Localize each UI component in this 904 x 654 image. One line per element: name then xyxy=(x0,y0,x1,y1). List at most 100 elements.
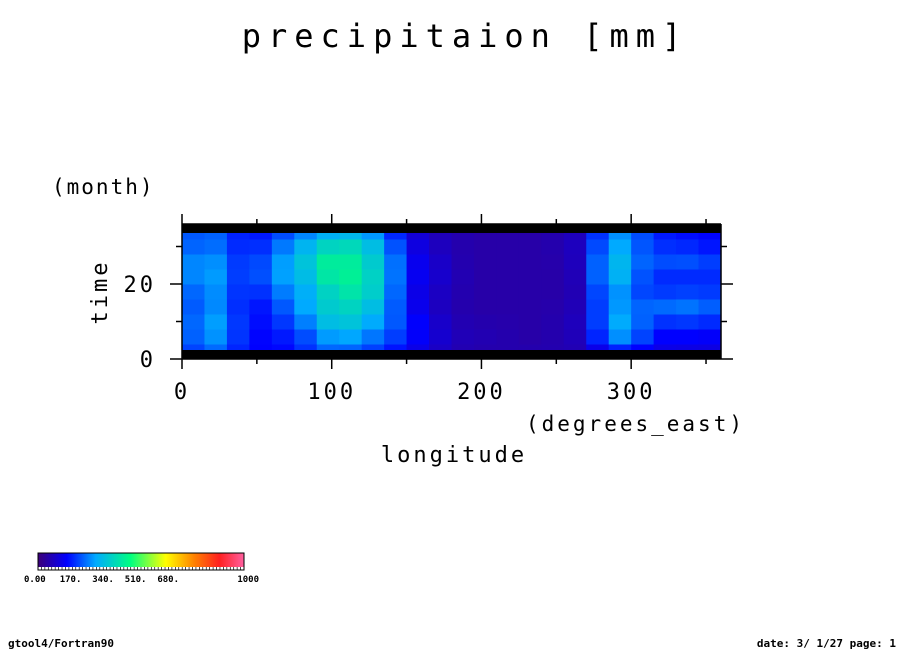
footer-right: date: 3/ 1/27 page: 1 xyxy=(757,637,896,650)
heatmap-cell xyxy=(271,254,295,270)
heatmap-cell xyxy=(518,239,542,255)
chart-title: precipitaion [mm] xyxy=(242,17,689,55)
heatmap-cell xyxy=(294,239,318,255)
heatmap-cell xyxy=(698,284,722,300)
heatmap-cell xyxy=(518,299,542,315)
heatmap-cell xyxy=(608,329,632,345)
heatmap-cell xyxy=(226,254,250,270)
heatmap-cell xyxy=(563,254,587,270)
heatmap-cell xyxy=(249,269,273,285)
heatmap-cell xyxy=(384,254,408,270)
heatmap-cell xyxy=(586,269,610,285)
heatmap-cell xyxy=(653,239,677,255)
heatmap-cell xyxy=(271,314,295,330)
heatmap-cell xyxy=(182,299,205,315)
heatmap-cell xyxy=(316,269,340,285)
heatmap-cell xyxy=(384,269,408,285)
heatmap-cell xyxy=(496,284,520,300)
heatmap-cell xyxy=(541,239,565,255)
axes xyxy=(170,214,733,369)
heatmap-cell xyxy=(182,329,205,345)
heatmap-cell xyxy=(249,284,273,300)
colorbar-minor-ticks xyxy=(37,567,245,570)
heatmap-cell xyxy=(406,239,430,255)
heatmap-cell xyxy=(631,284,655,300)
heatmap-cell xyxy=(608,284,632,300)
heatmap-cell xyxy=(473,314,497,330)
heatmap-cell xyxy=(518,254,542,270)
heatmap-cell xyxy=(451,299,475,315)
heatmap-cell xyxy=(631,329,655,345)
heatmap-cell xyxy=(339,284,363,300)
heatmap-cell xyxy=(204,254,228,270)
heatmap-cell xyxy=(271,269,295,285)
heatmap-cell xyxy=(294,254,318,270)
y-tick-label: 20 xyxy=(124,273,157,298)
heatmap-cell xyxy=(518,314,542,330)
heatmap-cell xyxy=(586,284,610,300)
colorbar-gradient xyxy=(38,553,244,567)
heatmap-cell xyxy=(653,284,677,300)
y-axis-label: time xyxy=(88,260,113,325)
heatmap-cell xyxy=(451,239,475,255)
x-axis-unit: (degrees_east) xyxy=(526,412,745,436)
heatmap-cell xyxy=(271,329,295,345)
heatmap-cell xyxy=(384,329,408,345)
heatmap-cell xyxy=(182,254,205,270)
heatmap-cell xyxy=(541,284,565,300)
colorbar-label: 510. xyxy=(125,575,147,585)
x-tick-label: 100 xyxy=(307,380,356,405)
heatmap-cell xyxy=(204,314,228,330)
heatmap-cell xyxy=(294,269,318,285)
heatmap-cell xyxy=(182,314,205,330)
heatmap-cell xyxy=(384,314,408,330)
heatmap-cell xyxy=(384,299,408,315)
heatmap-cell xyxy=(676,299,700,315)
heatmap-cell xyxy=(204,284,228,300)
heatmap-cell xyxy=(631,314,655,330)
heatmap-cell xyxy=(294,329,318,345)
heatmap-cell xyxy=(698,314,722,330)
heatmap-cell xyxy=(541,314,565,330)
tick-labels: 0 100 200 300 0 20 xyxy=(124,273,653,405)
heatmap-cell xyxy=(226,269,250,285)
heatmap-cell xyxy=(631,254,655,270)
colorbar-label: 340. xyxy=(92,575,114,585)
heatmap-cell xyxy=(429,299,452,315)
heatmap-cell xyxy=(451,284,475,300)
heatmap-cell xyxy=(653,299,677,315)
heatmap-cell xyxy=(563,269,587,285)
heatmap-cell xyxy=(631,299,655,315)
heatmap-cell xyxy=(518,284,542,300)
heatmap-cell xyxy=(473,329,497,345)
heatmap-cell xyxy=(249,239,273,255)
heatmap-cell xyxy=(608,254,632,270)
heatmap-cell xyxy=(563,284,587,300)
heatmap-cell xyxy=(586,239,610,255)
heatmap-cell xyxy=(698,329,722,345)
heatmap-cell xyxy=(249,314,273,330)
heatmap-cell xyxy=(249,299,273,315)
heatmap-cell xyxy=(339,239,363,255)
heatmap-cell xyxy=(676,329,700,345)
x-tick-label: 0 xyxy=(174,380,190,405)
heatmap-cell xyxy=(204,269,228,285)
heatmap-cell xyxy=(429,269,452,285)
heatmap-cell xyxy=(496,329,520,345)
heatmap-cell xyxy=(631,239,655,255)
heatmap-cell xyxy=(496,299,520,315)
heatmap-cell xyxy=(226,299,250,315)
heatmap-cell xyxy=(339,254,363,270)
heatmap-cell xyxy=(698,299,722,315)
heatmap-cell xyxy=(698,239,722,255)
heatmap-cell xyxy=(182,284,205,300)
heatmap-cell xyxy=(249,329,273,345)
heatmap-cell xyxy=(204,329,228,345)
heatmap-cells xyxy=(182,224,722,360)
heatmap-cell xyxy=(316,254,340,270)
heatmap-cell xyxy=(653,269,677,285)
heatmap-cell xyxy=(541,269,565,285)
heatmap-cell xyxy=(676,284,700,300)
heatmap-cell xyxy=(182,239,205,255)
